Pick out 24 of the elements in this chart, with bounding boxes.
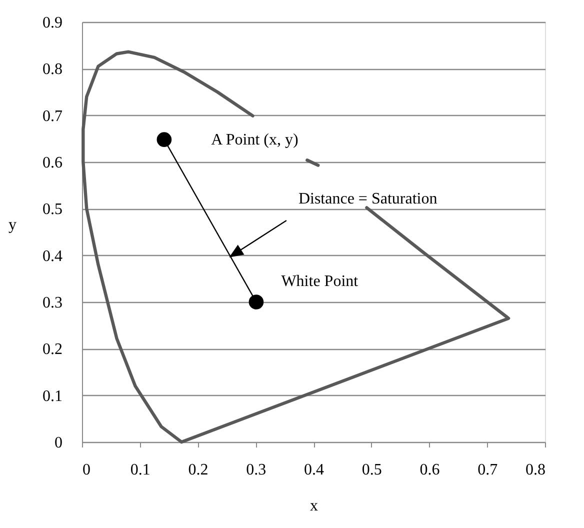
y-tick-label: 0 xyxy=(54,434,62,452)
x-axis-title: x xyxy=(310,498,318,514)
x-tick-label: 0.3 xyxy=(246,462,266,478)
y-tick-label: 0.2 xyxy=(42,341,62,358)
x-tick-label: 0.1 xyxy=(130,462,150,478)
y-tick-label: 0.3 xyxy=(42,294,62,312)
x-tick-label: 0.7 xyxy=(478,462,498,478)
annotation: A Point (x, y) xyxy=(211,132,298,149)
y-tick-label: 0.8 xyxy=(42,61,62,78)
x-tick-label: 0.2 xyxy=(188,462,208,478)
y-tick-label: 0.7 xyxy=(42,108,62,125)
x-tick-label: 0 xyxy=(82,462,90,478)
annotation: Distance = Saturation xyxy=(298,190,438,208)
annotation: White Point xyxy=(281,273,359,290)
y-tick-label: 0.4 xyxy=(42,248,62,265)
y-tick-label: 0.9 xyxy=(42,14,62,32)
y-axis-title: y xyxy=(8,216,16,234)
y-tick-label: 0.5 xyxy=(42,201,62,218)
x-tick-label: 0.5 xyxy=(362,462,382,478)
x-tick-label: 0.6 xyxy=(420,462,440,478)
x-tick-label: 0.4 xyxy=(304,462,324,478)
x-tick-label: 0.8 xyxy=(526,462,546,478)
y-tick-label: 0.6 xyxy=(42,154,62,172)
y-tick-label: 0.1 xyxy=(42,388,62,405)
